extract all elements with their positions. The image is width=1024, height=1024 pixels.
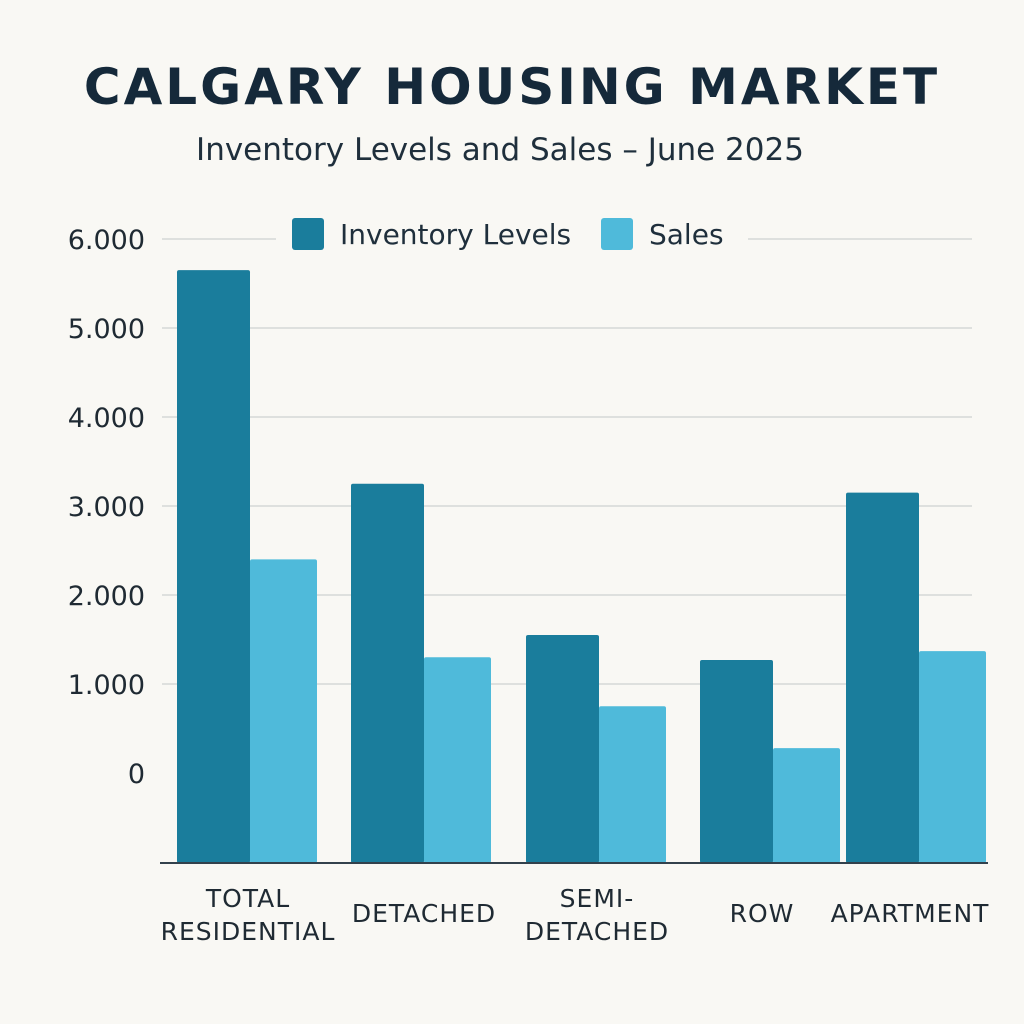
legend: Inventory Levels Sales	[276, 212, 748, 258]
chart-subtitle: Inventory Levels and Sales – June 2025	[196, 132, 804, 168]
x-category-label: TOTAL	[205, 884, 290, 913]
x-category-label: RESIDENTIAL	[161, 917, 336, 946]
x-category-label: APARTMENT	[831, 899, 990, 928]
bar-sales	[424, 657, 491, 863]
y-tick-label: 4.000	[68, 403, 145, 434]
y-tick-label: 1.000	[68, 670, 145, 701]
bar-sales	[773, 748, 840, 863]
x-category-label: SEMI-	[560, 884, 635, 913]
bar-inventory	[177, 270, 250, 863]
y-tick-label: 6.000	[68, 225, 145, 256]
y-tick-label: 5.000	[68, 314, 145, 345]
y-tick-label: 2.000	[68, 581, 145, 612]
legend-swatch-inventory	[292, 218, 324, 250]
bar-inventory	[700, 659, 773, 863]
x-category-label: DETACHED	[525, 917, 669, 946]
y-tick-label: 3.000	[68, 492, 145, 523]
x-category-label: ROW	[730, 899, 795, 928]
x-axis-categories: TOTAL RESIDENTIAL DETACHED SEMI- DETACHED ROW…	[161, 884, 990, 946]
legend-background	[276, 212, 748, 258]
bar-inventory	[351, 483, 424, 863]
bar-inventory	[846, 492, 919, 863]
legend-swatch-sales	[601, 218, 633, 250]
chart-title: CALGARY HOUSING MARKET	[83, 58, 941, 116]
bars	[177, 270, 986, 863]
y-axis-ticks: 6.000 5.000 4.000 3.000 2.000 1.000 0	[68, 225, 145, 790]
bar-sales	[919, 651, 986, 863]
bar-inventory	[526, 635, 599, 863]
bar-sales	[250, 559, 317, 863]
y-tick-label: 0	[128, 759, 145, 790]
legend-label-inventory: Inventory Levels	[340, 218, 571, 251]
x-category-label: DETACHED	[352, 899, 496, 928]
bar-sales	[599, 706, 666, 863]
legend-label-sales: Sales	[649, 218, 724, 251]
